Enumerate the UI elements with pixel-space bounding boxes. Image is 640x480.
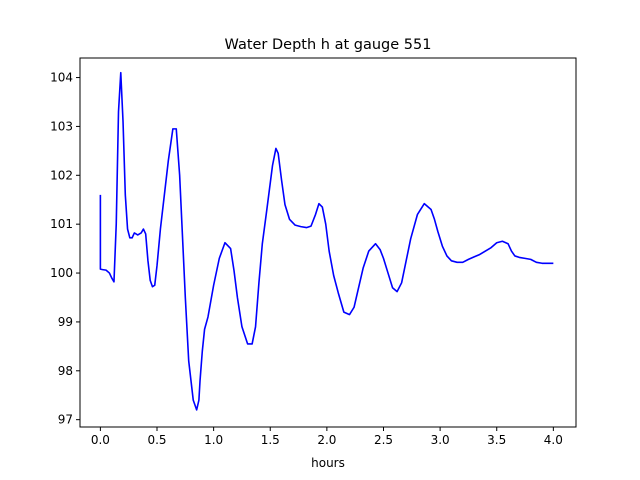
y-tick-label: 97 — [58, 413, 73, 427]
y-tick-label: 101 — [50, 217, 73, 231]
x-tick-label: 2.5 — [374, 433, 393, 447]
y-tick-label: 104 — [50, 71, 73, 85]
x-tick-label: 3.0 — [431, 433, 450, 447]
y-tick-label: 100 — [50, 266, 73, 280]
plot-area — [79, 57, 577, 428]
series-line-1 — [99, 71, 554, 411]
y-axis: 97 98 99 100 101 102 103 104 — [50, 71, 80, 427]
chart-title: Water Depth h at gauge 551 — [225, 37, 432, 53]
y-tick-label: 98 — [58, 364, 73, 378]
y-tick-label: 103 — [50, 119, 73, 133]
y-tick-label: 99 — [58, 315, 73, 329]
x-tick-label: 1.5 — [261, 433, 280, 447]
x-tick-label: 1.0 — [204, 433, 223, 447]
x-tick-label: 2.0 — [317, 433, 336, 447]
x-tick-label: 0.5 — [147, 433, 166, 447]
x-axis: 0.0 0.5 1.0 1.5 2.0 2.5 3.0 3.5 4.0 — [91, 427, 563, 447]
plot-frame — [79, 57, 577, 428]
x-tick-label: 4.0 — [544, 433, 563, 447]
x-tick-label: 3.5 — [487, 433, 506, 447]
x-axis-label: hours — [311, 456, 345, 470]
y-tick-label: 102 — [50, 168, 73, 182]
x-tick-label: 0.0 — [91, 433, 110, 447]
